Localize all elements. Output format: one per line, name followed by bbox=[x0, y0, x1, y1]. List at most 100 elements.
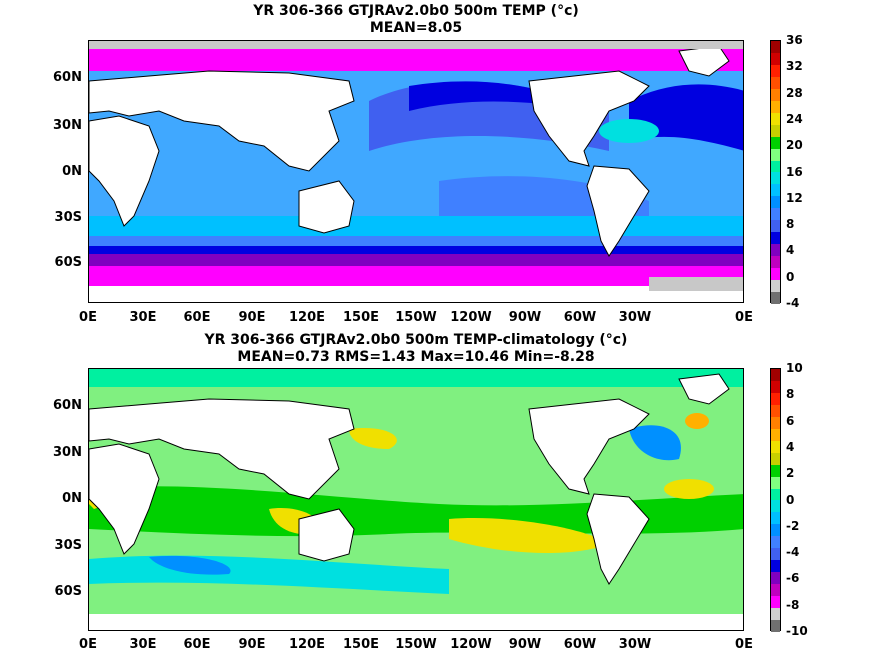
colorbar-cell bbox=[771, 536, 780, 549]
colorbar-cell bbox=[771, 184, 780, 197]
colorbar-cell bbox=[771, 500, 780, 513]
panel1-map bbox=[88, 40, 744, 303]
colorbar-cell bbox=[771, 488, 780, 501]
colorbar-label: 8 bbox=[786, 387, 795, 402]
colorbar-cell bbox=[771, 124, 780, 137]
panel1-lon-label: 0E bbox=[735, 310, 753, 325]
colorbar-cell bbox=[771, 512, 780, 525]
colorbar-cell bbox=[771, 208, 780, 221]
panel2-stats: MEAN=0.73 RMS=1.43 Max=10.46 Min=-8.28 bbox=[237, 349, 595, 365]
panel1-lat-label: 30N bbox=[53, 118, 82, 133]
colorbar-cell bbox=[771, 560, 780, 573]
colorbar-label: 12 bbox=[786, 190, 803, 205]
panel1-colorbar bbox=[770, 40, 781, 304]
panel1-lon-label: 90W bbox=[508, 310, 542, 325]
colorbar-label: 2 bbox=[786, 466, 795, 481]
colorbar-cell bbox=[771, 292, 780, 304]
panel2-lon-label: 90W bbox=[508, 637, 542, 652]
colorbar-cell bbox=[771, 52, 780, 65]
colorbar-cell bbox=[771, 280, 780, 293]
panel2-lat-label: 60N bbox=[53, 398, 82, 413]
panel2-lon-label: 90E bbox=[238, 637, 266, 652]
colorbar-cell bbox=[771, 41, 780, 53]
colorbar-label: 32 bbox=[786, 59, 803, 74]
colorbar-label: 6 bbox=[786, 413, 795, 428]
colorbar-cell bbox=[771, 596, 780, 609]
panel2-title: YR 306-366 GTJRAv2.0b0 500m TEMP-climato… bbox=[204, 332, 628, 348]
colorbar-cell bbox=[771, 64, 780, 77]
colorbar-label: 8 bbox=[786, 217, 795, 232]
panel1-lon-label: 120W bbox=[450, 310, 492, 325]
panel1-lat-label: 60S bbox=[54, 255, 82, 270]
panel1-lat-label: 0N bbox=[62, 164, 82, 179]
colorbar-label: -4 bbox=[786, 545, 800, 560]
colorbar-cell bbox=[771, 392, 780, 405]
panel1-lon-label: 120E bbox=[288, 310, 326, 325]
panel1-mean: MEAN=8.05 bbox=[369, 20, 463, 36]
colorbar-cell bbox=[771, 572, 780, 585]
panel2-lon-label: 120E bbox=[288, 637, 326, 652]
panel2-map bbox=[88, 368, 744, 631]
colorbar-label: -6 bbox=[786, 571, 800, 586]
colorbar-label: 20 bbox=[786, 138, 803, 153]
colorbar-label: 28 bbox=[786, 85, 803, 100]
panel2-lon-label: 30E bbox=[129, 637, 157, 652]
colorbar-label: 0 bbox=[786, 492, 795, 507]
panel1-lat-label: 30S bbox=[54, 210, 82, 225]
panel1-map-svg bbox=[89, 41, 743, 302]
colorbar-label: 16 bbox=[786, 164, 803, 179]
colorbar-label: 0 bbox=[786, 269, 795, 284]
colorbar-cell bbox=[771, 584, 780, 597]
panel1-lon-label: 60E bbox=[183, 310, 211, 325]
colorbar-cell bbox=[771, 464, 780, 477]
colorbar-label: 36 bbox=[786, 33, 803, 47]
colorbar-cell bbox=[771, 380, 780, 393]
colorbar-label: -10 bbox=[786, 624, 808, 638]
panel1-title: YR 306-366 GTJRAv2.0b0 500m TEMP (°c) bbox=[253, 3, 579, 19]
colorbar-cell bbox=[771, 100, 780, 113]
panel2-map-svg bbox=[89, 369, 743, 630]
colorbar-cell bbox=[771, 524, 780, 537]
colorbar-label: 24 bbox=[786, 111, 803, 126]
panel2-lat-label: 30S bbox=[54, 538, 82, 553]
colorbar-cell bbox=[771, 268, 780, 281]
colorbar-cell bbox=[771, 244, 780, 257]
panel1-lon-label: 30W bbox=[618, 310, 652, 325]
colorbar-cell bbox=[771, 172, 780, 185]
colorbar-cell bbox=[771, 112, 780, 125]
panel1-lat-label: 60N bbox=[53, 70, 82, 85]
colorbar-cell bbox=[771, 416, 780, 429]
panel2-lat-label: 30N bbox=[53, 445, 82, 460]
panel2-lon-label: 60E bbox=[183, 637, 211, 652]
panel1-lon-label: 60W bbox=[563, 310, 597, 325]
panel2-lon-label: 150W bbox=[395, 637, 437, 652]
colorbar-cell bbox=[771, 608, 780, 621]
colorbar-cell bbox=[771, 440, 780, 453]
panel2-lon-label: 0E bbox=[79, 637, 97, 652]
colorbar-cell bbox=[771, 160, 780, 173]
panel1-lon-label: 150E bbox=[342, 310, 380, 325]
colorbar-cell bbox=[771, 148, 780, 161]
panel1-lon-label: 0E bbox=[79, 310, 97, 325]
colorbar-cell bbox=[771, 620, 780, 632]
panel1-lon-label: 150W bbox=[395, 310, 437, 325]
panel1-lon-label: 30E bbox=[129, 310, 157, 325]
colorbar-cell bbox=[771, 136, 780, 149]
panel2-lat-label: 60S bbox=[54, 584, 82, 599]
colorbar-cell bbox=[771, 76, 780, 89]
colorbar-cell bbox=[771, 88, 780, 101]
panel2-colorbar bbox=[770, 368, 781, 632]
panel2-lon-label: 30W bbox=[618, 637, 652, 652]
colorbar-cell bbox=[771, 232, 780, 245]
colorbar-cell bbox=[771, 196, 780, 209]
colorbar-cell bbox=[771, 452, 780, 465]
colorbar-label: -2 bbox=[786, 518, 800, 533]
colorbar-cell bbox=[771, 428, 780, 441]
panel1-lon-label: 90E bbox=[238, 310, 266, 325]
panel2-lon-label: 0E bbox=[735, 637, 753, 652]
panel2-lon-label: 150E bbox=[342, 637, 380, 652]
colorbar-cell bbox=[771, 369, 780, 381]
colorbar-cell bbox=[771, 256, 780, 269]
colorbar-cell bbox=[771, 476, 780, 489]
colorbar-label: -8 bbox=[786, 597, 800, 612]
